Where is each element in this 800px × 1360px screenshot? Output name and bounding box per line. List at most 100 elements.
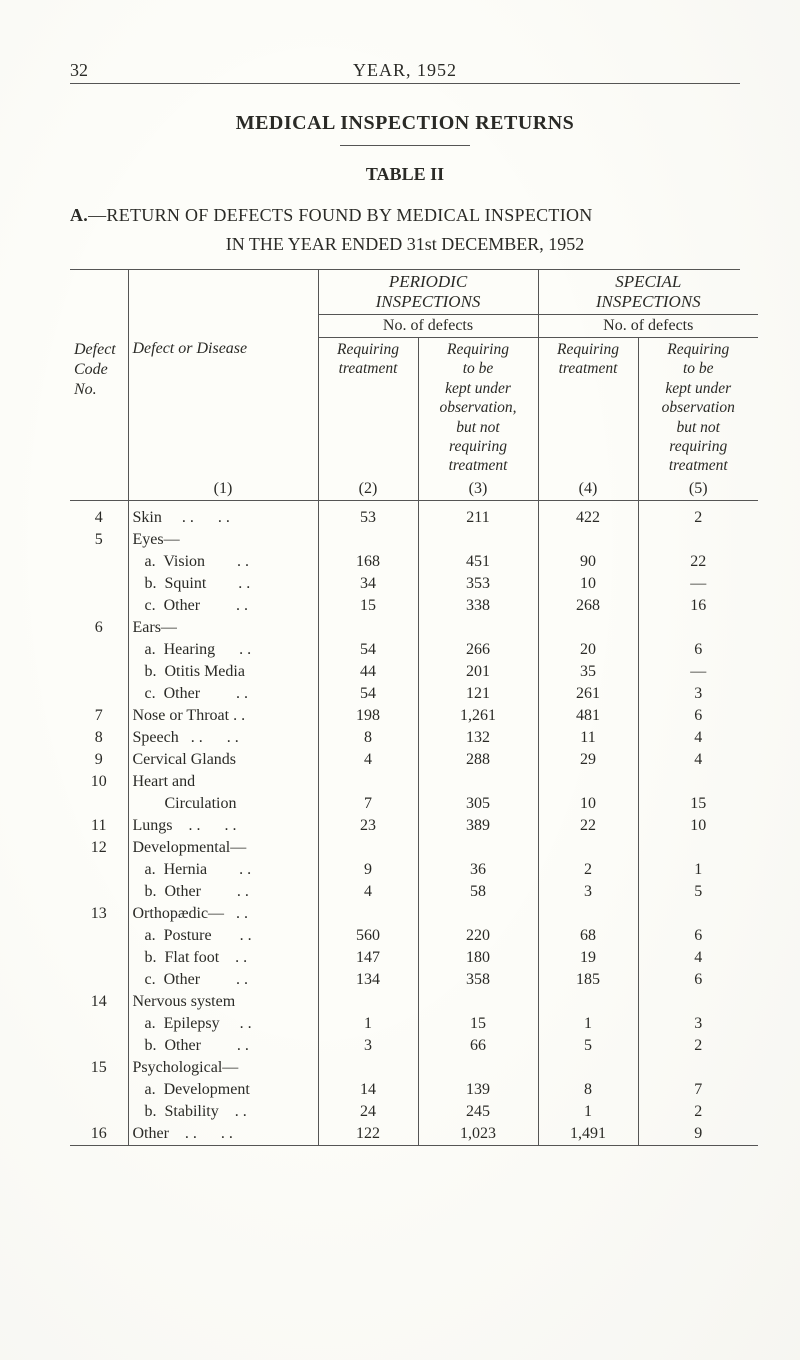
cell-value xyxy=(318,1057,418,1079)
cell-code xyxy=(70,661,128,683)
cell-value: 23 xyxy=(318,815,418,837)
cell-value: 53 xyxy=(318,500,418,529)
cell-value: 121 xyxy=(418,683,538,705)
cell-value: 139 xyxy=(418,1079,538,1101)
cell-disease: b. Squint . . xyxy=(128,573,318,595)
colnum-2: (2) xyxy=(318,478,418,501)
cell-value xyxy=(418,771,538,793)
cell-disease: Heart and xyxy=(128,771,318,793)
col-defect-code: Defect Code No. xyxy=(70,338,128,478)
cell-value: 4 xyxy=(638,727,758,749)
cell-value: 353 xyxy=(418,573,538,595)
cell-value: 6 xyxy=(638,969,758,991)
cell-disease: Orthopædic— . . xyxy=(128,903,318,925)
cell-value: 24 xyxy=(318,1101,418,1123)
cell-value: 422 xyxy=(538,500,638,529)
cell-code: 16 xyxy=(70,1123,128,1146)
cell-value xyxy=(638,529,758,551)
table-row: a. Epilepsy . .11513 xyxy=(70,1013,758,1035)
cell-value: 338 xyxy=(418,595,538,617)
cell-value: 358 xyxy=(418,969,538,991)
cell-disease: b. Otitis Media xyxy=(128,661,318,683)
cell-value: 5 xyxy=(638,881,758,903)
cell-code: 13 xyxy=(70,903,128,925)
cell-disease: b. Other . . xyxy=(128,1035,318,1057)
cell-value: 1,261 xyxy=(418,705,538,727)
cell-value xyxy=(538,991,638,1013)
cell-value: 54 xyxy=(318,639,418,661)
cell-value xyxy=(638,771,758,793)
cell-disease: Nose or Throat . . xyxy=(128,705,318,727)
cell-value xyxy=(638,903,758,925)
cell-value: 9 xyxy=(318,859,418,881)
table-row: 6Ears— xyxy=(70,617,758,639)
cell-value: 44 xyxy=(318,661,418,683)
cell-value: 10 xyxy=(538,573,638,595)
cell-disease: Developmental— xyxy=(128,837,318,859)
table-row: b. Stability . .2424512 xyxy=(70,1101,758,1123)
cell-code xyxy=(70,1101,128,1123)
title-rule xyxy=(340,145,470,146)
col-req-obs-2: Requiring to be kept under observation b… xyxy=(638,338,758,478)
cell-value: 3 xyxy=(538,881,638,903)
cell-disease: Lungs . . . . xyxy=(128,815,318,837)
cell-value: 288 xyxy=(418,749,538,771)
table-row: 5Eyes— xyxy=(70,529,758,551)
cell-value xyxy=(318,991,418,1013)
col-periodic: PERIODIC INSPECTIONS xyxy=(318,270,538,315)
cell-value: 36 xyxy=(418,859,538,881)
colnum-1: (1) xyxy=(128,478,318,501)
cell-value: 19 xyxy=(538,947,638,969)
cell-disease: c. Other . . xyxy=(128,595,318,617)
section-a-line1: A.—RETURN OF DEFECTS FOUND BY MEDICAL IN… xyxy=(70,205,740,226)
cell-code: 8 xyxy=(70,727,128,749)
cell-code: 14 xyxy=(70,991,128,1013)
cell-code xyxy=(70,1079,128,1101)
cell-value: 66 xyxy=(418,1035,538,1057)
cell-value: 35 xyxy=(538,661,638,683)
cell-code xyxy=(70,595,128,617)
cell-value xyxy=(318,617,418,639)
cell-value xyxy=(538,837,638,859)
cell-value: 4 xyxy=(638,749,758,771)
page-number: 32 xyxy=(70,60,120,81)
cell-disease: Ears— xyxy=(128,617,318,639)
cell-value: 147 xyxy=(318,947,418,969)
col-special: SPECIAL INSPECTIONS xyxy=(538,270,758,315)
cell-disease: c. Other . . xyxy=(128,969,318,991)
cell-value: 54 xyxy=(318,683,418,705)
cell-disease: Circulation xyxy=(128,793,318,815)
cell-value: 10 xyxy=(538,793,638,815)
cell-code: 7 xyxy=(70,705,128,727)
col-no-defects-1: No. of defects xyxy=(318,315,538,338)
cell-value xyxy=(538,617,638,639)
cell-disease: a. Hearing . . xyxy=(128,639,318,661)
cell-value: 29 xyxy=(538,749,638,771)
cell-value: 20 xyxy=(538,639,638,661)
cell-value xyxy=(418,529,538,551)
cell-disease: Nervous system xyxy=(128,991,318,1013)
section-a-text1: —RETURN OF DEFECTS FOUND BY MEDICAL INSP… xyxy=(88,205,593,225)
cell-value xyxy=(418,903,538,925)
table-row: 11Lungs . . . .233892210 xyxy=(70,815,758,837)
cell-value: 9 xyxy=(638,1123,758,1146)
cell-disease: b. Other . . xyxy=(128,881,318,903)
table-row: 14Nervous system xyxy=(70,991,758,1013)
cell-value: 185 xyxy=(538,969,638,991)
cell-value: 3 xyxy=(638,1013,758,1035)
cell-disease: c. Other . . xyxy=(128,683,318,705)
table-row: a. Posture . .560220686 xyxy=(70,925,758,947)
table-row: 8Speech . . . .8132114 xyxy=(70,727,758,749)
cell-value xyxy=(638,991,758,1013)
col-defect-disease: Defect or Disease xyxy=(128,338,318,478)
cell-code: 9 xyxy=(70,749,128,771)
cell-code xyxy=(70,639,128,661)
cell-value: 22 xyxy=(638,551,758,573)
col-no-defects-2: No. of defects xyxy=(538,315,758,338)
table-row: a. Hearing . .54266206 xyxy=(70,639,758,661)
cell-value: 90 xyxy=(538,551,638,573)
cell-disease: Speech . . . . xyxy=(128,727,318,749)
cell-disease: a. Hernia . . xyxy=(128,859,318,881)
cell-code: 6 xyxy=(70,617,128,639)
cell-value xyxy=(418,617,538,639)
